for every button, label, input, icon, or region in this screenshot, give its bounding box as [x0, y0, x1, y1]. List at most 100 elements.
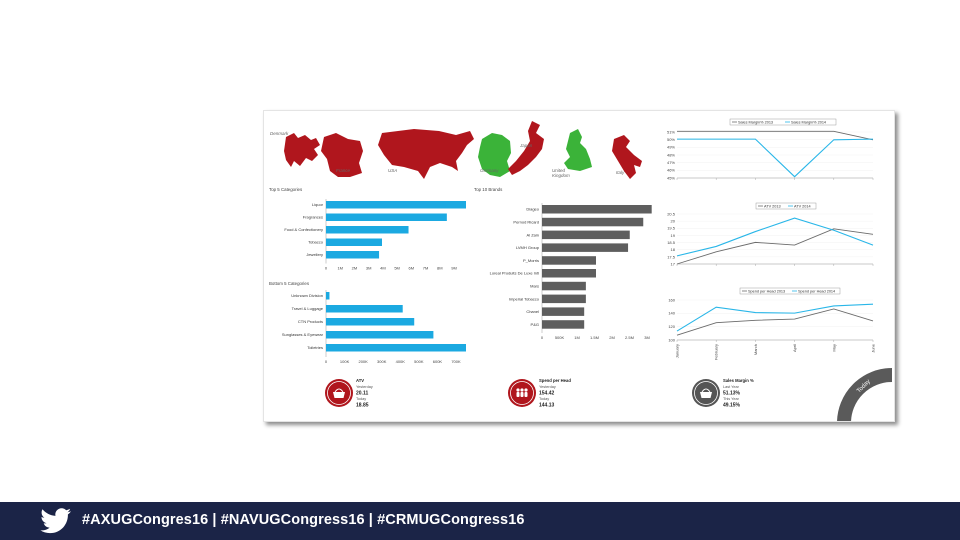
chart-title: Bottom 5 Categories — [269, 281, 310, 286]
series-line — [676, 308, 874, 336]
x-tick-label: February — [714, 344, 719, 360]
y-tick-label: 100 — [668, 337, 675, 342]
tick-label: 1M — [337, 266, 343, 271]
y-tick-label: 120 — [668, 324, 675, 329]
tick-label: 400K — [396, 359, 406, 364]
basket-body — [700, 392, 712, 398]
category-label: Diageo — [526, 207, 539, 212]
kpi-label: This Year — [723, 397, 740, 401]
series-line — [676, 217, 874, 257]
tick-label: 0 — [325, 359, 328, 364]
category-label: Toiletries — [307, 345, 323, 350]
person-head — [516, 388, 520, 392]
kpi-value: 154.42 — [539, 391, 555, 397]
category-label: Sunglasses & Eyewear — [282, 332, 324, 337]
category-label: Tobacco — [308, 240, 324, 245]
y-tick-label: 50% — [667, 137, 675, 142]
sales-margin-line-chart: Sales Margin% 2013 Sales Margin% 2014 51% 5… — [667, 118, 874, 180]
category-label: Jewellery — [306, 252, 323, 257]
legend-label: Spend per Head 2014 — [798, 289, 835, 293]
kpi-value: 144.13 — [539, 403, 555, 409]
y-tick-label: 49% — [667, 145, 675, 150]
legend-label: Sales Margin% 2014 — [791, 120, 826, 124]
basket-handle — [701, 388, 711, 393]
bar — [542, 256, 596, 265]
bar — [542, 320, 585, 329]
tick-label: 2.5M — [625, 335, 634, 340]
y-tick-label: 17.5 — [667, 254, 676, 259]
legend-box — [755, 202, 817, 210]
map-label-continued: Kingdom — [552, 173, 570, 178]
tick-label: 2M — [352, 266, 358, 271]
tick-label: 6M — [409, 266, 415, 271]
category-label: Fragrances — [303, 215, 323, 220]
kpi-value: 51.13% — [723, 391, 741, 397]
dashboard-screenshot: Denmark France USA Germany Japan United Kingdo… — [263, 110, 895, 422]
spend-per-head-line-chart: Spend per Head 2013 Spend per Head 2014 16… — [668, 287, 876, 360]
tick-label: 500K — [555, 335, 565, 340]
legend-box — [739, 287, 841, 295]
kpi-title: Spend per Head — [539, 378, 571, 383]
basket-icon — [700, 388, 712, 398]
person-head — [520, 388, 524, 392]
chart-title: Top 5 Categories — [269, 187, 303, 192]
footer-bar: #AXUGCongres16 | #NAVUGCongress16 | #CRM… — [0, 502, 960, 540]
kpi-label: Today — [356, 397, 366, 401]
y-tick-label: 140 — [668, 311, 675, 316]
tick-label: 600K — [433, 359, 443, 364]
kpi-value: 49.15% — [723, 403, 741, 409]
dashboard-canvas: Denmark France USA Germany Japan UnitedKingdo… — [269, 118, 893, 421]
map-label: Japan — [519, 143, 533, 148]
category-label: Liquor — [312, 202, 324, 207]
tick-label: 3M — [366, 266, 372, 271]
twitter-bird-icon — [40, 508, 71, 534]
y-tick-label: 47% — [667, 160, 675, 165]
map-label: Italy — [616, 170, 625, 175]
bar — [542, 307, 585, 316]
legend-label: ATV 2013 — [764, 204, 781, 208]
tick-label: 9M — [451, 266, 457, 271]
france-map-shape — [321, 133, 363, 177]
usa-map-shape — [378, 129, 474, 179]
y-tick-label: 20.5 — [667, 211, 676, 216]
bar — [542, 230, 630, 240]
bar — [326, 331, 434, 339]
tick-label: 8M — [437, 266, 443, 271]
tick-label: 7M — [423, 266, 429, 271]
category-label: Loreal Produits De Luxe Intl — [490, 271, 539, 276]
x-tick-label: April — [792, 344, 797, 352]
category-label: Unknown Division — [291, 293, 323, 298]
bar — [326, 344, 466, 352]
series-line — [676, 303, 874, 332]
person-head — [524, 388, 528, 392]
top10-brands-chart: Top 10 Brands Diageo Pernod Ricard Al Zain L… — [474, 187, 652, 340]
bar — [326, 292, 330, 300]
category-label: P_Morris — [523, 258, 539, 263]
category-label: P&G — [531, 322, 539, 327]
kpi-value: 20.11 — [356, 391, 368, 397]
kpi-icon-ring — [694, 381, 718, 405]
category-label: LVMH Group — [516, 245, 540, 250]
x-tick-label: January — [675, 344, 680, 358]
gauge-arc — [837, 368, 893, 421]
bar — [542, 269, 596, 278]
today-gauge: Today — [837, 368, 893, 421]
tick-label: 1.5M — [590, 335, 599, 340]
map-label: USA — [388, 168, 397, 173]
bar — [542, 205, 652, 214]
person-body — [524, 392, 528, 397]
kpi-icon-ring — [327, 381, 351, 405]
y-tick-label: 48% — [667, 152, 675, 157]
legend-box — [729, 118, 837, 126]
kpi-label: Yesterday — [539, 385, 556, 389]
category-label: Al Zain — [527, 232, 539, 237]
kpi-value: 18.85 — [356, 403, 369, 409]
bar — [326, 305, 403, 313]
y-tick-label: 17 — [671, 261, 676, 266]
bar — [326, 201, 466, 209]
series-line — [676, 228, 874, 265]
y-tick-label: 45% — [667, 175, 675, 180]
